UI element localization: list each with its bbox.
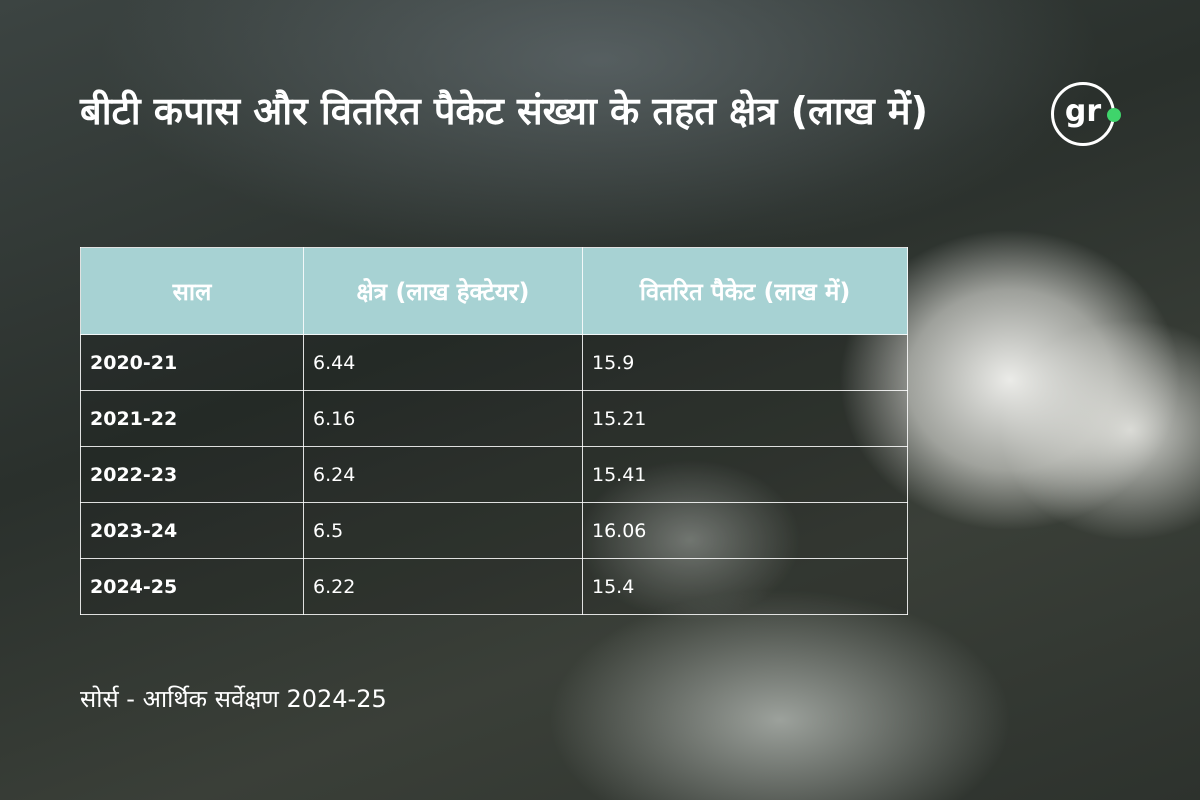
value-cell: 6.44	[303, 334, 583, 391]
value-cell: 15.4	[582, 558, 908, 615]
table-row: 2021-22 6.16 15.21	[80, 390, 908, 447]
year-cell: 2020-21	[80, 334, 304, 391]
year-cell: 2024-25	[80, 558, 304, 615]
year-cell: 2022-23	[80, 446, 304, 503]
column-header: क्षेत्र (लाख हेक्टेयर)	[303, 247, 583, 335]
year-cell: 2021-22	[80, 390, 304, 447]
value-cell: 6.22	[303, 558, 583, 615]
logo-dot	[1107, 108, 1121, 122]
value-cell: 15.21	[582, 390, 908, 447]
title: बीटी कपास और वितरित पैकेट संख्या के तहत …	[80, 89, 928, 133]
year-cell: 2023-24	[80, 502, 304, 559]
value-cell: 6.16	[303, 390, 583, 447]
value-cell: 6.5	[303, 502, 583, 559]
header-row: साल क्षेत्र (लाख हेक्टेयर) वितरित पैकेट (ल…	[80, 247, 908, 335]
table-row: 2022-23 6.24 15.41	[80, 446, 908, 503]
table-row: 2024-25 6.22 15.4	[80, 558, 908, 615]
value-cell: 15.9	[582, 334, 908, 391]
table-row: 2020-21 6.44 15.9	[80, 334, 908, 391]
value-cell: 15.41	[582, 446, 908, 503]
value-cell: 16.06	[582, 502, 908, 559]
source: सोर्स - आर्थिक सर्वेक्षण 2024-25	[80, 685, 387, 713]
table-row: 2023-24 6.5 16.06	[80, 502, 908, 559]
value-cell: 6.24	[303, 446, 583, 503]
column-header: साल	[80, 247, 304, 335]
logo: gr	[1051, 82, 1115, 146]
column-header: वितरित पैकेट (लाख में)	[582, 247, 908, 335]
data-table: साल क्षेत्र (लाख हेक्टेयर) वितरित पैकेट (ल…	[80, 247, 908, 615]
